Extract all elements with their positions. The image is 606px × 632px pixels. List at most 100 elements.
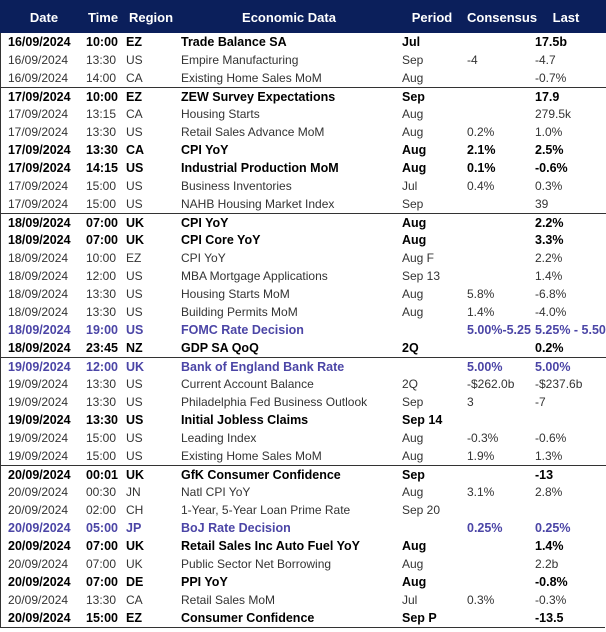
table-row: 20/09/2024 07:00 DE PPI YoY Aug -0.8% — [0, 573, 606, 591]
table-row: 17/09/2024 15:00 US NAHB Housing Market Ind… — [0, 195, 606, 213]
date-cell: 19/09/2024 — [8, 431, 69, 445]
table-row: 18/09/2024 13:30 US Housing Starts MoM Aug 5.… — [0, 285, 606, 303]
last-cell: 39 — [535, 197, 549, 211]
indicator-cell: NAHB Housing Market Index — [181, 197, 335, 211]
region-cell: US — [126, 449, 143, 463]
region-cell: US — [126, 125, 143, 139]
last-cell: 5.25% - 5.50% — [535, 323, 606, 337]
last-cell: 1.4% — [535, 269, 563, 283]
time-cell: 13:30 — [86, 395, 117, 409]
period-cell: Aug — [402, 539, 427, 553]
time-cell: 13:30 — [86, 125, 117, 139]
period-cell: Jul — [402, 35, 421, 49]
table-row: 17/09/2024 13:30 US Retail Sales Advance Mo… — [0, 123, 606, 141]
table-row: 18/09/2024 10:00 EZ CPI YoY Aug F 2.2% — [0, 249, 606, 267]
date-cell: 17/09/2024 — [8, 125, 69, 139]
region-cell: JN — [126, 485, 141, 499]
region-cell: EZ — [126, 251, 142, 265]
time-cell: 13:30 — [86, 287, 117, 301]
region-cell: US — [126, 269, 143, 283]
region-cell: CA — [126, 593, 143, 607]
consensus-cell: 5.8% — [467, 287, 495, 301]
table-row: 17/09/2024 13:15 CA Housing Starts Aug 279.5k — [0, 105, 606, 123]
table-row: 19/09/2024 13:30 US Current Account Balance… — [0, 375, 606, 393]
time-cell: 07:00 — [86, 216, 118, 230]
date-cell: 19/09/2024 — [8, 449, 69, 463]
column-header: Region — [128, 10, 174, 25]
date-cell: 20/09/2024 — [8, 521, 71, 535]
region-cell: UK — [126, 216, 145, 230]
time-cell: 13:30 — [86, 377, 117, 391]
date-cell: 19/09/2024 — [8, 360, 71, 374]
table-row: 20/09/2024 13:30 CA Retail Sales MoM Jul 0.3%… — [0, 591, 606, 609]
indicator-cell: MBA Mortgage Applications — [181, 269, 328, 283]
period-cell: Aug — [402, 143, 427, 157]
indicator-cell: BoJ Rate Decision — [181, 521, 291, 535]
region-cell: US — [126, 377, 143, 391]
last-cell: -$237.6b — [535, 377, 583, 391]
last-cell: -0.7% — [535, 71, 567, 85]
region-cell: CH — [126, 503, 144, 517]
date-cell: 18/09/2024 — [8, 323, 71, 337]
indicator-cell: CPI YoY — [181, 251, 226, 265]
last-cell: -4.0% — [535, 305, 567, 319]
period-cell: Sep P — [402, 611, 437, 625]
date-cell: 18/09/2024 — [8, 341, 71, 355]
time-cell: 13:15 — [86, 107, 117, 121]
consensus-cell: 0.4% — [467, 179, 495, 193]
date-cell: 18/09/2024 — [8, 269, 69, 283]
date-cell: 20/09/2024 — [8, 557, 69, 571]
period-cell: Aug — [402, 216, 427, 230]
table-row: 18/09/2024 13:30 US Building Permits MoM Aug… — [0, 303, 606, 321]
period-cell: Aug F — [402, 251, 435, 265]
last-cell: 17.5b — [535, 35, 567, 49]
table-row: 18/09/2024 19:00 US FOMC Rate Decision 5.00%… — [0, 321, 606, 339]
indicator-cell: Business Inventories — [181, 179, 292, 193]
indicator-cell: Philadelphia Fed Business Outlook — [181, 395, 368, 409]
date-cell: 17/09/2024 — [8, 161, 71, 175]
period-cell: Aug — [402, 71, 424, 85]
last-cell: 0.3% — [535, 179, 563, 193]
period-cell: Aug — [402, 575, 427, 589]
time-cell: 07:00 — [86, 575, 118, 589]
time-cell: 14:15 — [86, 161, 118, 175]
region-cell: US — [126, 179, 143, 193]
period-cell: Aug — [402, 305, 424, 319]
region-cell: US — [126, 53, 143, 67]
indicator-cell: CPI Core YoY — [181, 233, 261, 247]
period-cell: Sep — [402, 53, 424, 67]
last-cell: 1.0% — [535, 125, 563, 139]
time-cell: 12:00 — [86, 360, 118, 374]
date-cell: 20/09/2024 — [8, 575, 71, 589]
last-cell: -0.8% — [535, 575, 568, 589]
last-cell: 0.2% — [535, 341, 564, 355]
indicator-cell: Retail Sales Advance MoM — [181, 125, 325, 139]
table-row: 20/09/2024 07:00 UK Public Sector Net Borro… — [0, 555, 606, 573]
time-cell: 12:00 — [86, 269, 117, 283]
region-cell: UK — [126, 539, 145, 553]
region-cell: US — [126, 287, 143, 301]
date-cell: 19/09/2024 — [8, 377, 69, 391]
date-cell: 17/09/2024 — [8, 179, 69, 193]
consensus-cell: 0.3% — [467, 593, 495, 607]
period-cell: Sep 13 — [402, 269, 441, 283]
table-row: 17/09/2024 13:30 CA CPI YoY Aug 2.1% 2.5% — [0, 141, 606, 159]
consensus-cell: 3 — [467, 395, 474, 409]
table-row: 19/09/2024 15:00 US Leading Index Aug -0.3% -0… — [0, 429, 606, 447]
region-cell: US — [126, 323, 144, 337]
table-row: 18/09/2024 07:00 UK CPI Core YoY Aug 3.3% — [0, 231, 606, 249]
table-row: 19/09/2024 15:00 US Existing Home Sales MoM… — [0, 447, 606, 465]
last-cell: -6.8% — [535, 287, 567, 301]
region-cell: JP — [126, 521, 142, 535]
date-cell: 20/09/2024 — [8, 503, 69, 517]
indicator-cell: Empire Manufacturing — [181, 53, 299, 67]
time-cell: 15:00 — [86, 197, 117, 211]
time-cell: 13:30 — [86, 593, 117, 607]
last-cell: 279.5k — [535, 107, 572, 121]
date-cell: 19/09/2024 — [8, 395, 69, 409]
date-cell: 17/09/2024 — [8, 143, 71, 157]
time-cell: 15:00 — [86, 179, 117, 193]
region-cell: EZ — [126, 611, 142, 625]
consensus-cell: -4 — [467, 53, 478, 67]
table-row: 18/09/2024 23:45 NZ GDP SA QoQ 2Q 0.2% — [0, 339, 606, 357]
